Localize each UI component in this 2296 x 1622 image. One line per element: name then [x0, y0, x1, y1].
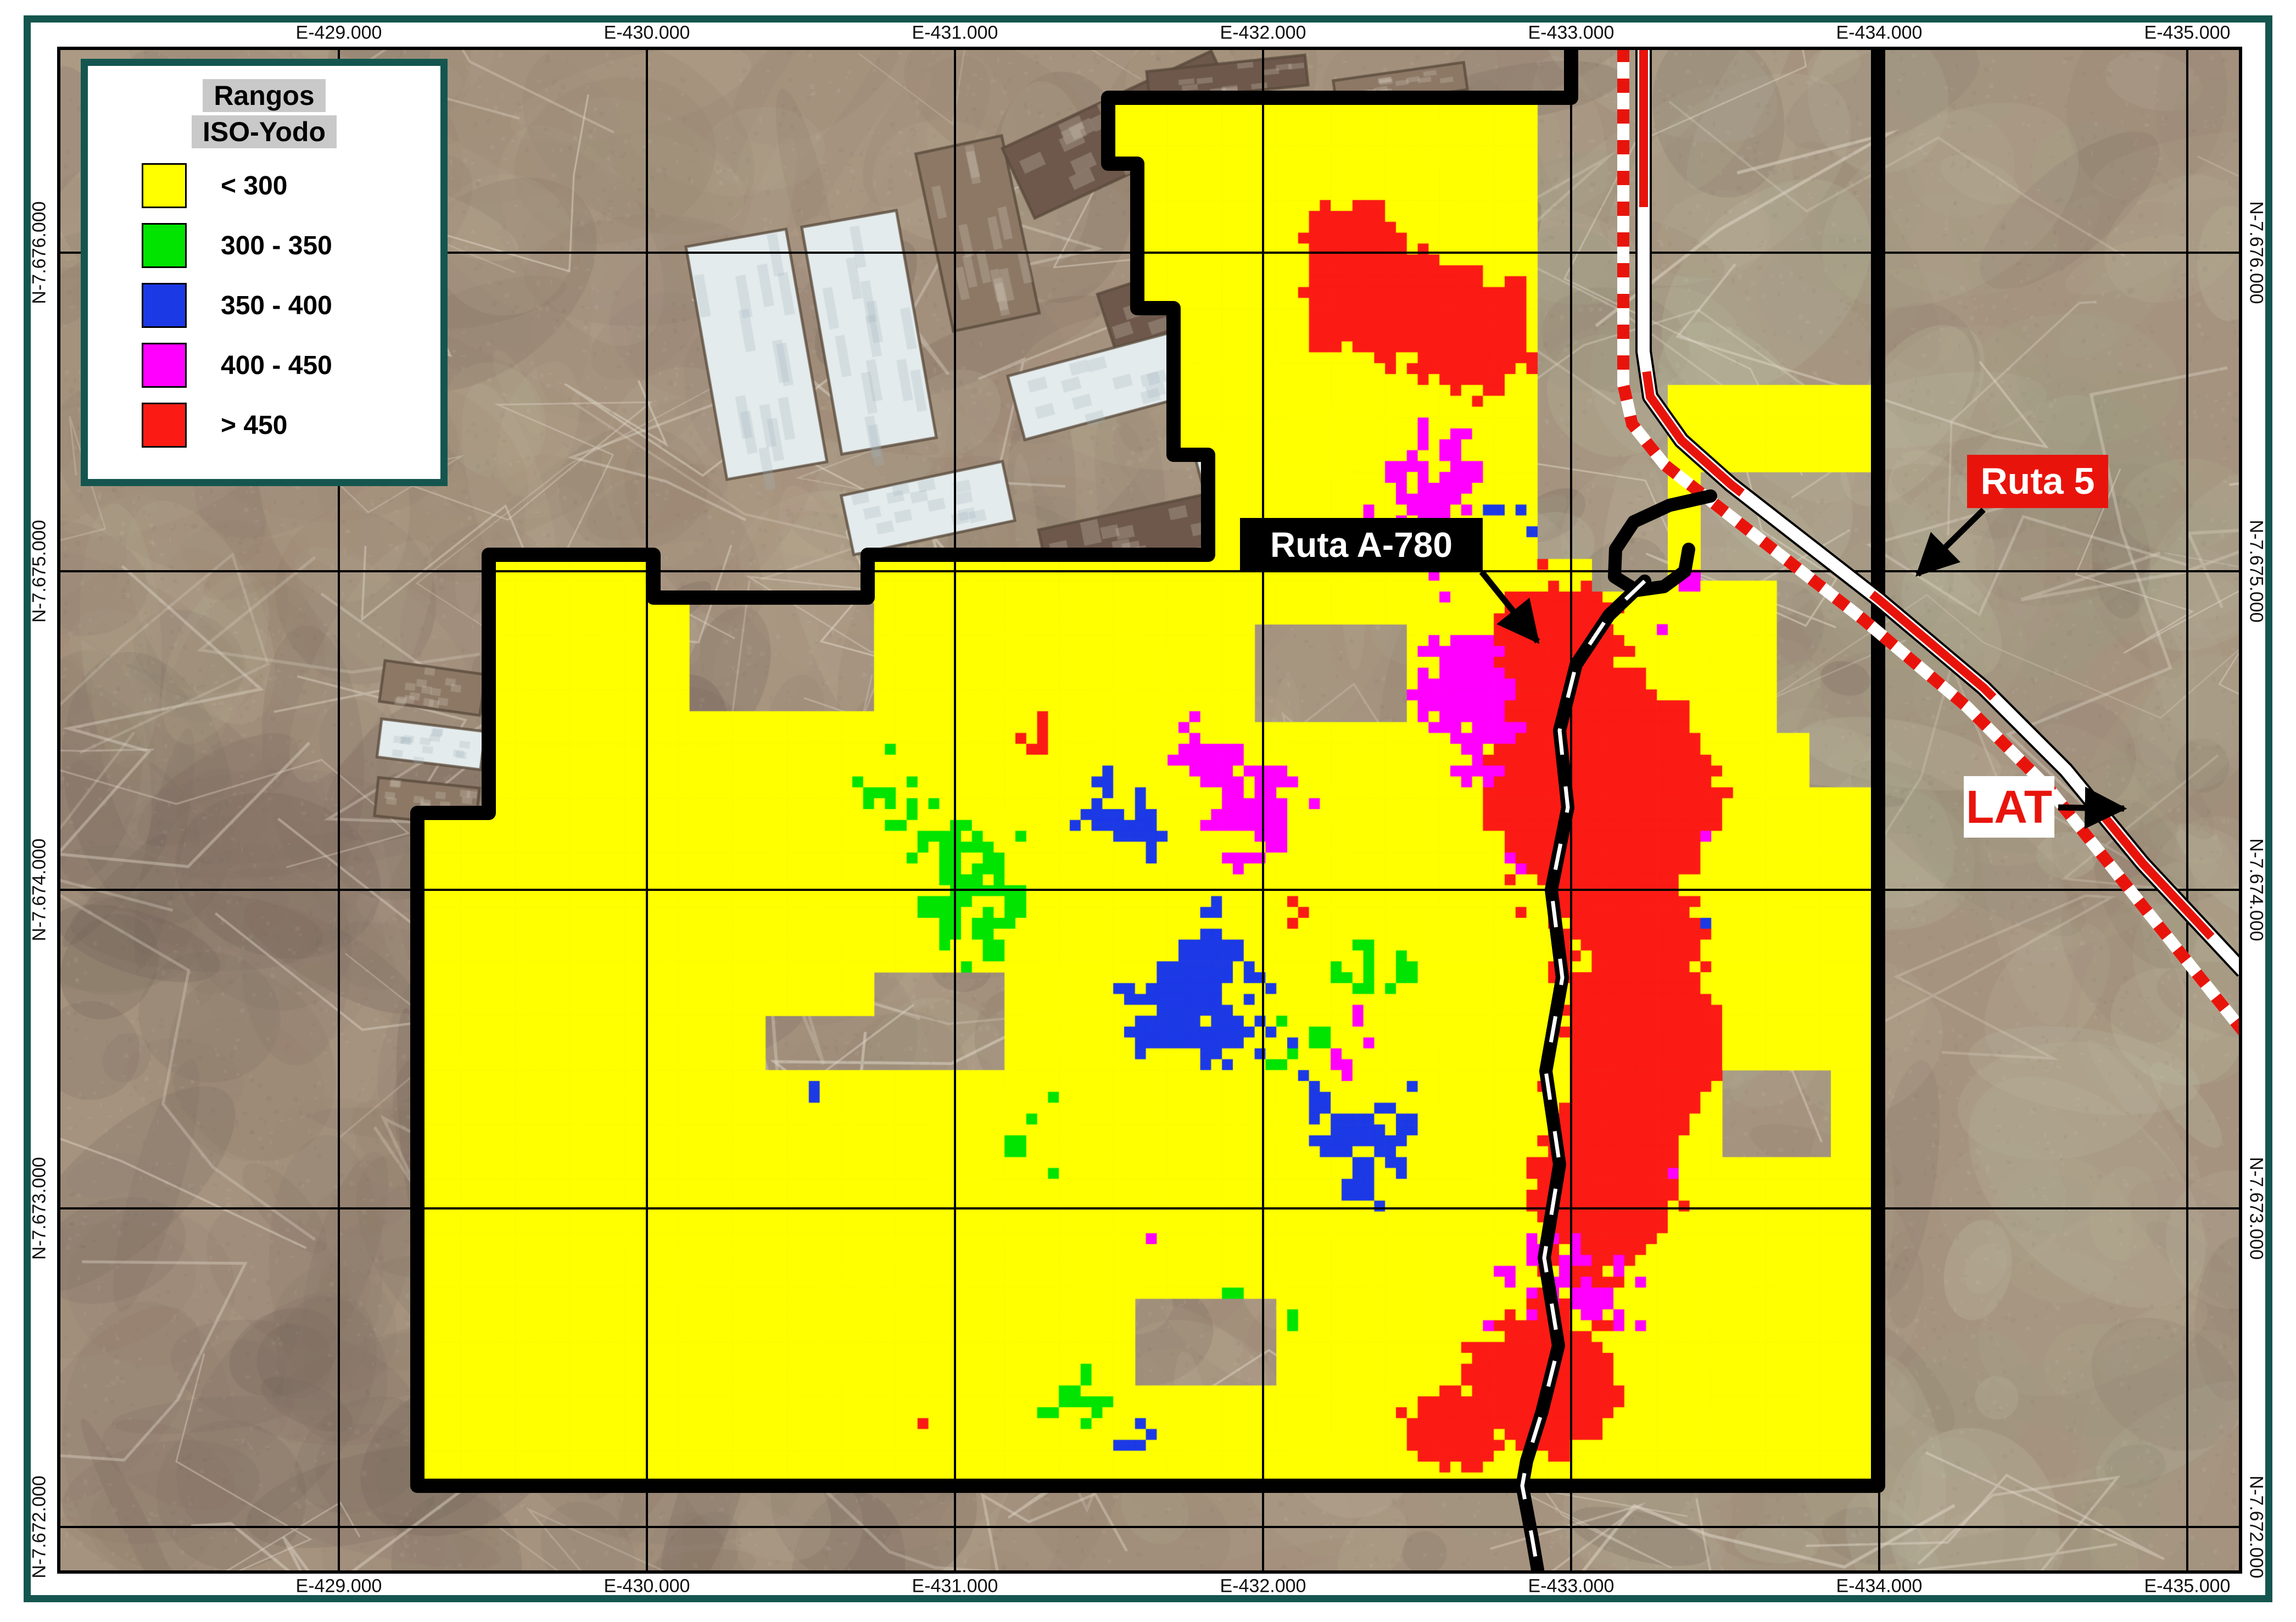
ruta5-red-dashes [1639, 50, 2239, 973]
easting-label-top: E-429.000 [295, 22, 382, 43]
study-area-boundary [410, 50, 1885, 1493]
northing-label-right: N-7.674.000 [2245, 838, 2267, 941]
legend-box: Rangos ISO-Yodo < 300 300 - 350 350 - 400 4… [81, 59, 448, 486]
ruta5-arrow [1915, 508, 1986, 577]
legend-row-4: > 450 [142, 403, 440, 448]
route-label-lat: LAT [1964, 776, 2054, 838]
easting-label-bottom: E-435.000 [2144, 1575, 2231, 1597]
legend-row-1: 300 - 350 [142, 223, 440, 268]
legend-label-3: 400 - 450 [221, 350, 332, 380]
legend-label-1: 300 - 350 [221, 231, 332, 260]
easting-label-top: E-430.000 [604, 22, 690, 43]
northing-label-left: N-7.672.000 [29, 1475, 50, 1579]
route-label-a780: Ruta A-780 [1240, 518, 1483, 572]
legend-swatch-0 [142, 163, 187, 208]
legend-label-2: 350 - 400 [221, 291, 332, 320]
a780-junction-hook [1608, 489, 1717, 597]
legend-swatch-4 [142, 403, 187, 448]
legend-swatch-1 [142, 223, 187, 268]
legend-row-0: < 300 [142, 163, 440, 208]
easting-label-top: E-435.000 [2144, 22, 2231, 43]
legend-title-line1: Rangos [203, 79, 326, 112]
ruta5-casing [1635, 50, 2239, 977]
a780-centerline [1520, 579, 1646, 1570]
easting-label-top: E-432.000 [1220, 22, 1306, 43]
northing-label-left: N-7.674.000 [29, 838, 50, 941]
legend-items: < 300 300 - 350 350 - 400 400 - 450 > 450 [88, 163, 440, 448]
northing-label-right: N-7.675.000 [2245, 520, 2267, 623]
northing-label-left: N-7.675.000 [29, 520, 50, 623]
legend-row-3: 400 - 450 [142, 343, 440, 388]
legend-label-4: > 450 [221, 410, 288, 440]
northing-label-right: N-7.673.000 [2245, 1157, 2267, 1260]
northing-label-right: N-7.672.000 [2245, 1475, 2267, 1579]
lat-line-dashes [1617, 50, 2239, 1035]
map-geometry [60, 50, 2239, 1570]
legend-label-0: < 300 [221, 171, 288, 200]
northing-label-left: N-7.673.000 [29, 1157, 50, 1260]
lat-arrow [2058, 787, 2127, 829]
easting-label-top: E-434.000 [1836, 22, 1923, 43]
easting-label-top: E-433.000 [1528, 22, 1615, 43]
easting-label-bottom: E-429.000 [295, 1575, 382, 1597]
easting-label-bottom: E-431.000 [912, 1575, 998, 1597]
easting-label-bottom: E-430.000 [604, 1575, 690, 1597]
northing-label-right: N-7.676.000 [2245, 201, 2267, 304]
ruta5-road [1638, 50, 2239, 976]
lat-line-base [1617, 50, 2239, 1035]
a780-arrow [1479, 570, 1540, 644]
easting-label-top: E-431.000 [912, 22, 998, 43]
easting-label-bottom: E-432.000 [1220, 1575, 1306, 1597]
legend-swatch-2 [142, 283, 187, 328]
easting-label-bottom: E-434.000 [1836, 1575, 1923, 1597]
northing-label-left: N-7.676.000 [29, 201, 50, 304]
easting-label-bottom: E-433.000 [1528, 1575, 1615, 1597]
legend-swatch-3 [142, 343, 187, 388]
legend-row-2: 350 - 400 [142, 283, 440, 328]
route-label-ruta5: Ruta 5 [1967, 455, 2108, 508]
legend-title-line2: ISO-Yodo [191, 115, 337, 148]
